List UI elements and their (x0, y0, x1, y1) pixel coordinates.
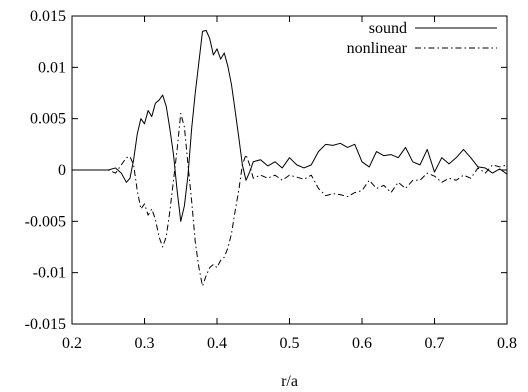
series-layer (72, 29, 508, 287)
x-tick-label: 0.4 (207, 335, 227, 352)
legend-label-sound: sound (369, 20, 407, 37)
ticks-layer: 0.2 0.3 0.4 0.5 0.6 0.7 0.8 -0.015 -0.01 -0.005 0 0… (25, 8, 517, 352)
x-tick-label: 0.8 (497, 335, 517, 352)
x-tick-label: 0.5 (280, 335, 300, 352)
y-tick-label: 0.015 (30, 8, 66, 25)
y-tick-label: 0.01 (38, 59, 66, 76)
y-tick-label: -0.005 (25, 213, 66, 230)
y-tick-label: 0 (58, 162, 66, 179)
y-tick-label: -0.01 (33, 265, 66, 282)
x-tick-label: 0.2 (62, 335, 82, 352)
legend-label-nonlinear: nonlinear (347, 40, 408, 57)
x-tick-label: 0.7 (425, 335, 445, 352)
x-axis-label: r/a (281, 373, 298, 390)
series-line-sound (72, 29, 508, 222)
x-tick-label: 0.6 (352, 335, 372, 352)
y-tick-label: -0.015 (25, 316, 66, 333)
plot-frame (71, 15, 508, 325)
legend: sound nonlinear (347, 20, 497, 57)
x-tick-label: 0.3 (135, 335, 155, 352)
series-line-nonlinear (72, 113, 508, 287)
y-tick-label: 0.005 (30, 111, 66, 128)
